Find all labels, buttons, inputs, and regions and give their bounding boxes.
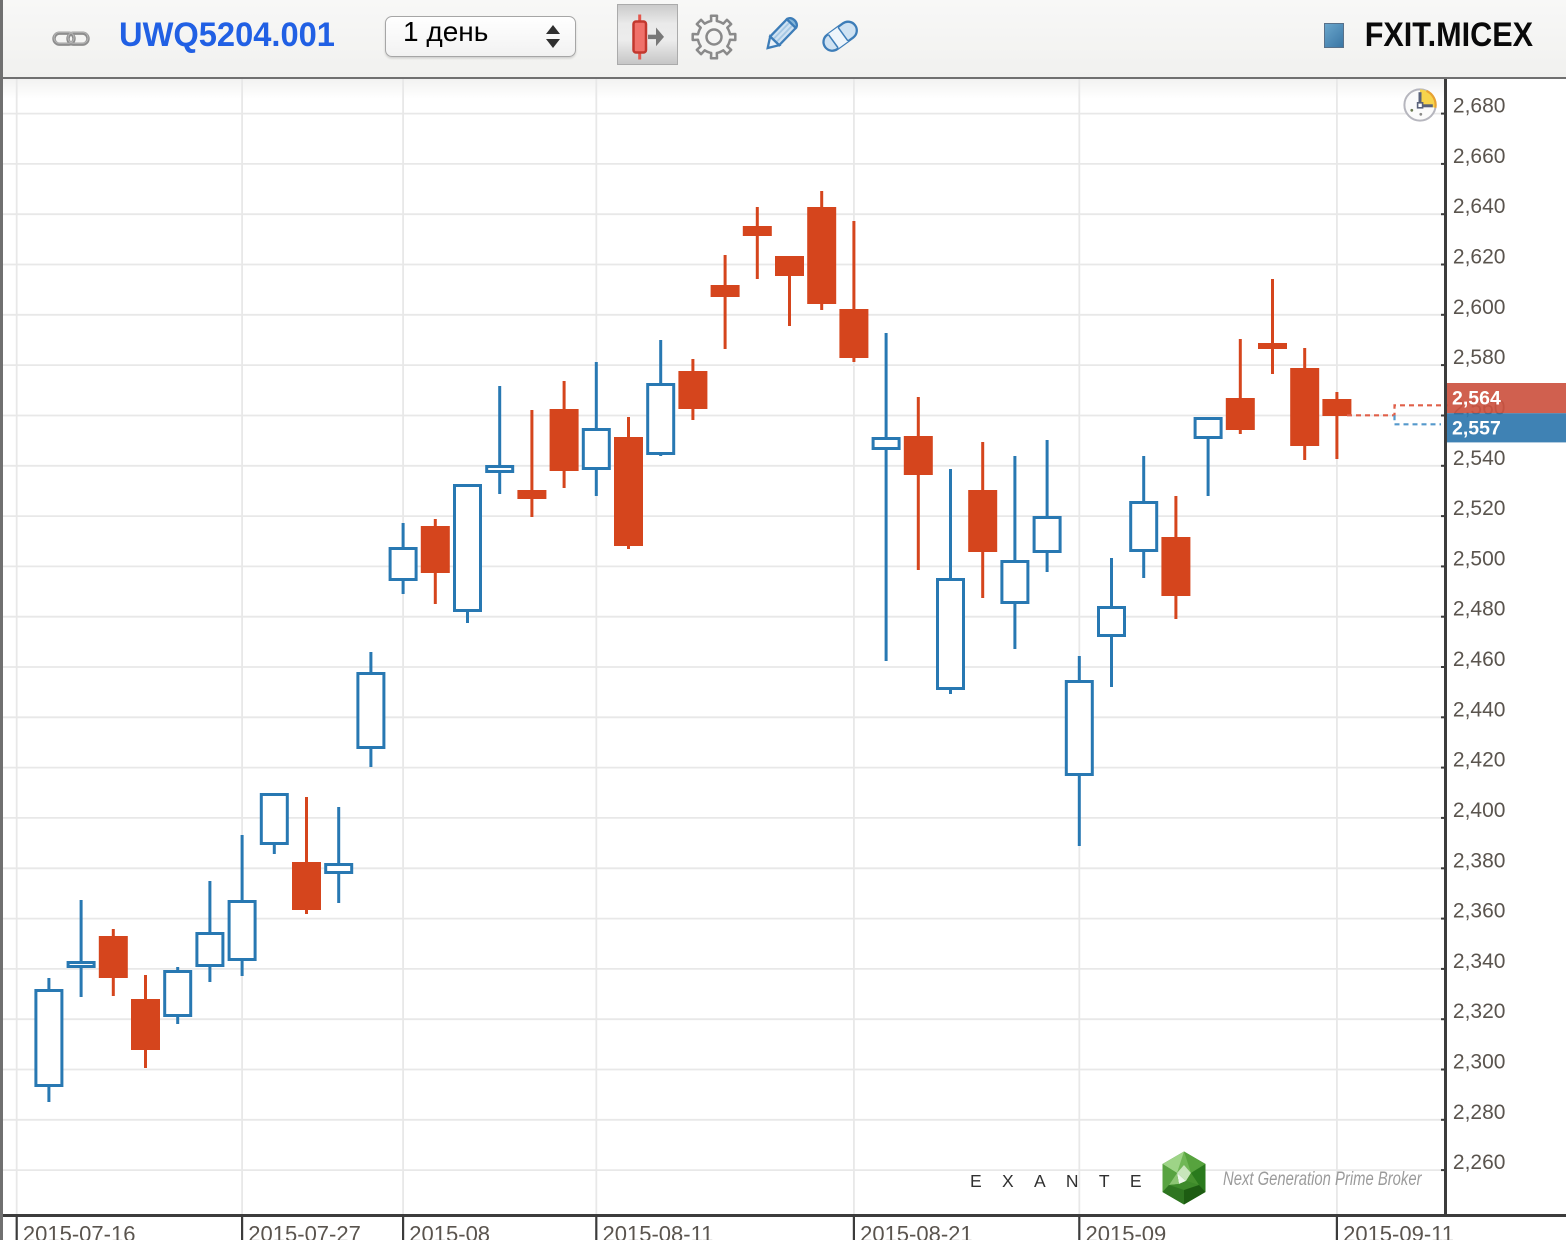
svg-text:2,360: 2,360 [1453, 900, 1506, 923]
svg-text:2015-08-11: 2015-08-11 [603, 1222, 714, 1240]
svg-text:2,440: 2,440 [1453, 698, 1506, 721]
svg-text:2,280: 2,280 [1453, 1101, 1506, 1124]
svg-text:2,660: 2,660 [1453, 145, 1506, 168]
svg-text:2,620: 2,620 [1453, 246, 1506, 269]
svg-text:2,540: 2,540 [1453, 447, 1506, 470]
svg-text:2015-09: 2015-09 [1086, 1222, 1167, 1240]
svg-text:2,557: 2,557 [1452, 417, 1501, 439]
svg-text:2,340: 2,340 [1453, 950, 1506, 973]
svg-text:2,400: 2,400 [1453, 799, 1506, 822]
svg-text:2015-07-16: 2015-07-16 [23, 1222, 136, 1240]
svg-text:2015-08-21: 2015-08-21 [860, 1222, 973, 1240]
svg-text:2,260: 2,260 [1453, 1151, 1506, 1174]
svg-text:2,380: 2,380 [1453, 849, 1506, 872]
svg-text:2,420: 2,420 [1453, 749, 1506, 772]
svg-text:2,520: 2,520 [1453, 497, 1506, 520]
svg-text:2,460: 2,460 [1453, 648, 1506, 671]
svg-text:2015-07-27: 2015-07-27 [248, 1222, 361, 1240]
svg-text:2015-09-11: 2015-09-11 [1343, 1222, 1454, 1240]
svg-text:2,600: 2,600 [1453, 296, 1506, 319]
svg-text:2,564: 2,564 [1452, 388, 1501, 410]
svg-text:2015-08: 2015-08 [409, 1222, 490, 1240]
svg-text:2,680: 2,680 [1453, 95, 1506, 118]
svg-text:2,320: 2,320 [1453, 1000, 1506, 1023]
svg-text:2,500: 2,500 [1453, 547, 1506, 570]
svg-text:2,640: 2,640 [1453, 195, 1506, 218]
svg-text:2,580: 2,580 [1453, 346, 1506, 369]
svg-text:2,480: 2,480 [1453, 598, 1506, 621]
svg-text:2,300: 2,300 [1453, 1051, 1506, 1074]
